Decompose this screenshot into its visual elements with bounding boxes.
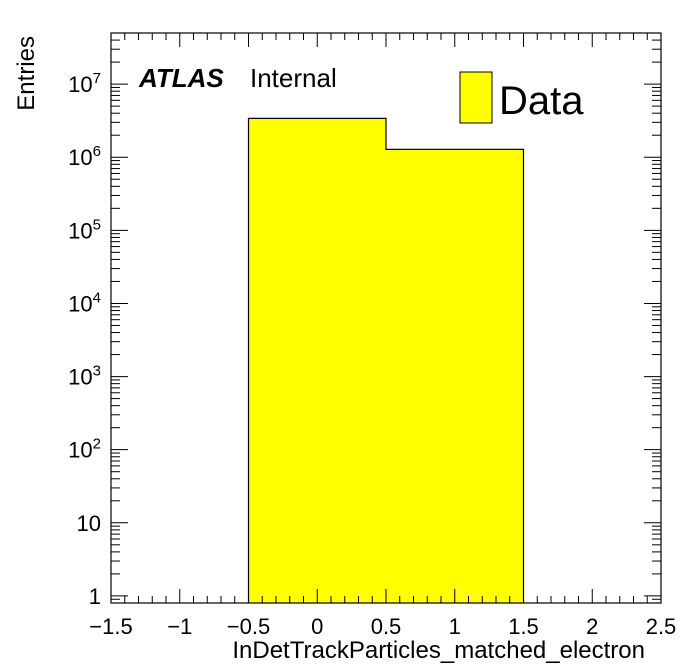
y-tick-label: 1 — [89, 584, 101, 609]
x-tick-label: 2.5 — [646, 614, 677, 639]
x-tick-label: −1.5 — [89, 614, 132, 639]
histogram-outline — [247, 117, 525, 603]
y-tick-label: 105 — [68, 216, 101, 243]
histogram-bar-0 — [248, 118, 386, 603]
x-tick-label: 1 — [449, 614, 461, 639]
x-axis-title: InDetTrackParticles_matched_electron — [232, 637, 645, 664]
y-tick-label: 107 — [68, 70, 101, 97]
y-tick-label: 102 — [68, 436, 101, 463]
histogram-bars — [247, 117, 525, 604]
axis-ticks — [110, 32, 662, 604]
y-axis-title: Entries — [13, 36, 40, 111]
x-tick-label: −0.5 — [227, 614, 270, 639]
y-tick-labels: 1 10 102 103 104 105 106 107 — [68, 70, 101, 609]
y-tick-label: 106 — [68, 143, 101, 170]
internal-label: Internal — [250, 63, 337, 93]
legend: Data — [459, 71, 584, 124]
plot-frame — [110, 32, 662, 604]
x-tick-label: −1 — [167, 614, 192, 639]
x-tick-label: 1.5 — [508, 614, 539, 639]
x-tick-label: 0.5 — [371, 614, 402, 639]
histogram-bar-1 — [386, 149, 524, 604]
x-tick-label: 2 — [586, 614, 598, 639]
y-tick-label: 104 — [68, 289, 101, 316]
legend-swatch-data — [459, 71, 493, 124]
y-tick-label: 103 — [68, 363, 101, 390]
x-tick-labels: −1.5 −1 −0.5 0 0.5 1 1.5 2 2.5 — [89, 614, 676, 639]
atlas-label: ATLAS — [138, 63, 224, 93]
y-tick-label: 10 — [77, 511, 101, 536]
x-tick-label: 0 — [311, 614, 323, 639]
legend-label-data: Data — [499, 79, 584, 123]
